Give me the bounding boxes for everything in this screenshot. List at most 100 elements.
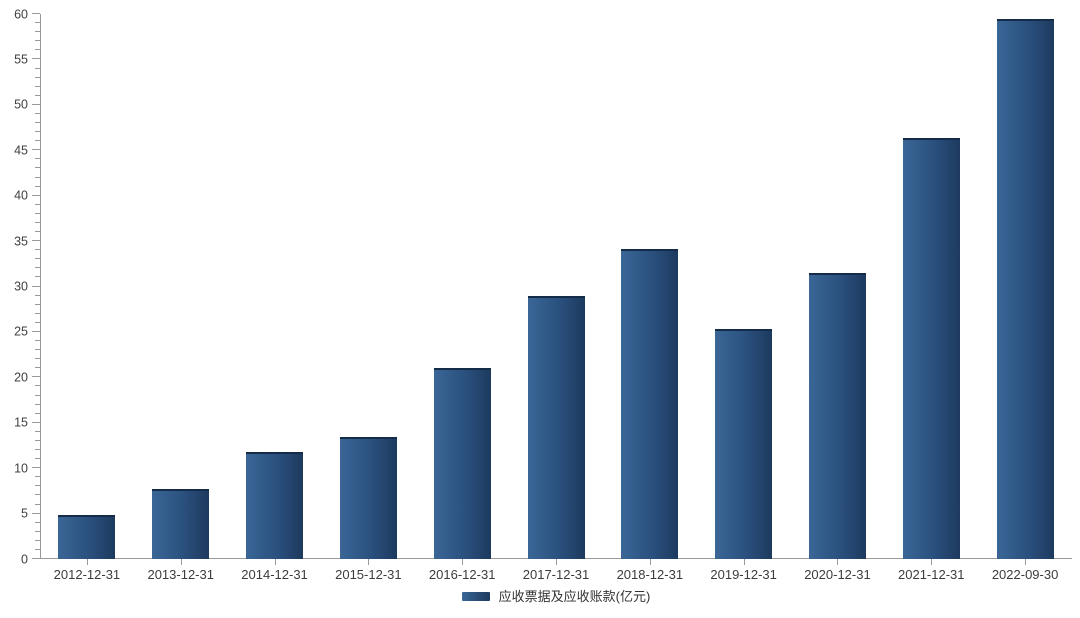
x-tick-label: 2016-12-31 <box>428 567 496 582</box>
y-minor-tick <box>35 221 40 223</box>
y-tick-label: 15 <box>14 415 28 430</box>
y-minor-tick <box>35 412 40 414</box>
x-tick <box>1025 559 1027 565</box>
y-major-tick <box>32 421 40 423</box>
y-minor-tick <box>35 122 40 123</box>
y-minor-tick <box>35 85 40 87</box>
y-minor-tick <box>35 22 40 24</box>
y-major-tick <box>32 58 40 60</box>
x-tick-label: 2017-12-31 <box>522 567 590 582</box>
x-tick-label: 2014-12-31 <box>241 567 308 582</box>
y-minor-tick <box>35 394 40 396</box>
x-tick <box>743 559 745 565</box>
y-minor-tick <box>35 258 40 260</box>
y-major-tick <box>32 13 40 14</box>
x-tick <box>274 559 276 565</box>
y-minor-tick <box>35 349 40 351</box>
y-minor-tick <box>35 49 40 51</box>
y-minor-tick <box>35 276 40 278</box>
bar-2014-12-31[interactable] <box>246 451 304 559</box>
y-major-tick <box>32 149 40 151</box>
bar-2016-12-31[interactable] <box>433 368 491 559</box>
bar-2019-12-31[interactable] <box>715 329 773 559</box>
x-tick <box>837 559 839 565</box>
y-minor-tick <box>35 112 40 114</box>
y-minor-tick <box>35 294 40 296</box>
y-minor-tick <box>35 494 40 496</box>
bar-2021-12-31[interactable] <box>902 138 960 559</box>
y-minor-tick <box>35 503 40 505</box>
y-minor-tick <box>35 40 40 42</box>
bar-2013-12-31[interactable] <box>152 489 210 559</box>
y-tick-label: 55 <box>14 52 28 67</box>
x-tick <box>556 559 557 565</box>
bar-2022-09-30[interactable] <box>996 18 1054 559</box>
bar-2020-12-31[interactable] <box>808 272 866 559</box>
y-tick-label: 25 <box>14 324 28 339</box>
x-tick <box>462 559 464 565</box>
y-major-tick <box>32 103 40 105</box>
y-minor-tick <box>35 212 40 214</box>
y-minor-tick <box>35 548 40 550</box>
y-minor-tick <box>35 176 40 178</box>
y-tick-label: 60 <box>14 6 28 21</box>
y-minor-tick <box>35 449 40 450</box>
x-tick-label: 2022-09-30 <box>991 567 1059 582</box>
y-minor-tick <box>35 458 40 460</box>
x-tick <box>931 559 933 565</box>
x-tick-label: 2015-12-31 <box>335 567 402 582</box>
y-minor-tick <box>35 94 40 96</box>
y-major-tick <box>32 330 40 332</box>
y-minor-tick <box>35 367 40 369</box>
y-minor-tick <box>35 358 40 360</box>
y-major-tick <box>32 376 40 378</box>
y-minor-tick <box>35 203 40 205</box>
y-minor-tick <box>35 439 40 441</box>
y-tick-label: 45 <box>14 143 28 157</box>
y-major-tick <box>32 467 40 469</box>
y-minor-tick <box>35 185 40 187</box>
legend: 应收票据及应收账款(亿元) <box>40 590 1072 603</box>
y-minor-tick <box>35 340 40 341</box>
legend-swatch-icon <box>461 592 490 601</box>
x-tick-label: 2012-12-31 <box>53 567 121 582</box>
y-tick-label: 0 <box>21 551 28 566</box>
legend-item[interactable]: 应收票据及应收账款(亿元) <box>461 589 651 604</box>
y-minor-tick <box>35 403 40 405</box>
y-minor-tick <box>35 67 40 69</box>
bar-2018-12-31[interactable] <box>621 249 679 559</box>
y-major-tick <box>32 285 40 287</box>
y-minor-tick <box>35 140 40 142</box>
bar-2012-12-31[interactable] <box>58 515 116 559</box>
x-tick-label: 2020-12-31 <box>804 567 871 582</box>
y-major-tick <box>32 194 40 196</box>
y-major-tick <box>32 558 40 559</box>
y-minor-tick <box>35 131 40 133</box>
x-tick <box>368 559 370 565</box>
x-tick-label: 2013-12-31 <box>147 567 214 582</box>
y-minor-tick <box>35 167 40 169</box>
bar-2017-12-31[interactable] <box>527 295 585 559</box>
y-minor-tick <box>35 231 40 232</box>
bar-2015-12-31[interactable] <box>339 437 397 559</box>
y-tick-label: 20 <box>14 370 28 385</box>
x-tick <box>180 559 182 565</box>
plot-area: 0 5 10 15 20 25 30 35 40 45 50 55 60 2012-12-31 2013-… <box>14 8 1072 582</box>
y-minor-tick <box>35 530 40 532</box>
y-tick-label: 30 <box>14 279 28 294</box>
legend-label: 应收票据及应收账款(亿元) <box>498 589 651 604</box>
x-tick <box>86 559 88 565</box>
y-minor-tick <box>35 76 40 78</box>
y-minor-tick <box>35 539 40 541</box>
x-tick <box>649 559 651 565</box>
y-tick-label: 35 <box>14 233 28 248</box>
y-minor-tick <box>35 485 40 487</box>
x-tick-label: 2019-12-31 <box>710 567 777 582</box>
y-minor-tick <box>35 476 40 478</box>
y-tick-label: 5 <box>21 506 28 521</box>
y-minor-tick <box>35 31 40 33</box>
y-minor-tick <box>35 249 40 251</box>
y-minor-tick <box>35 430 40 432</box>
y-tick-label: 10 <box>14 460 28 475</box>
y-minor-tick <box>35 158 40 160</box>
